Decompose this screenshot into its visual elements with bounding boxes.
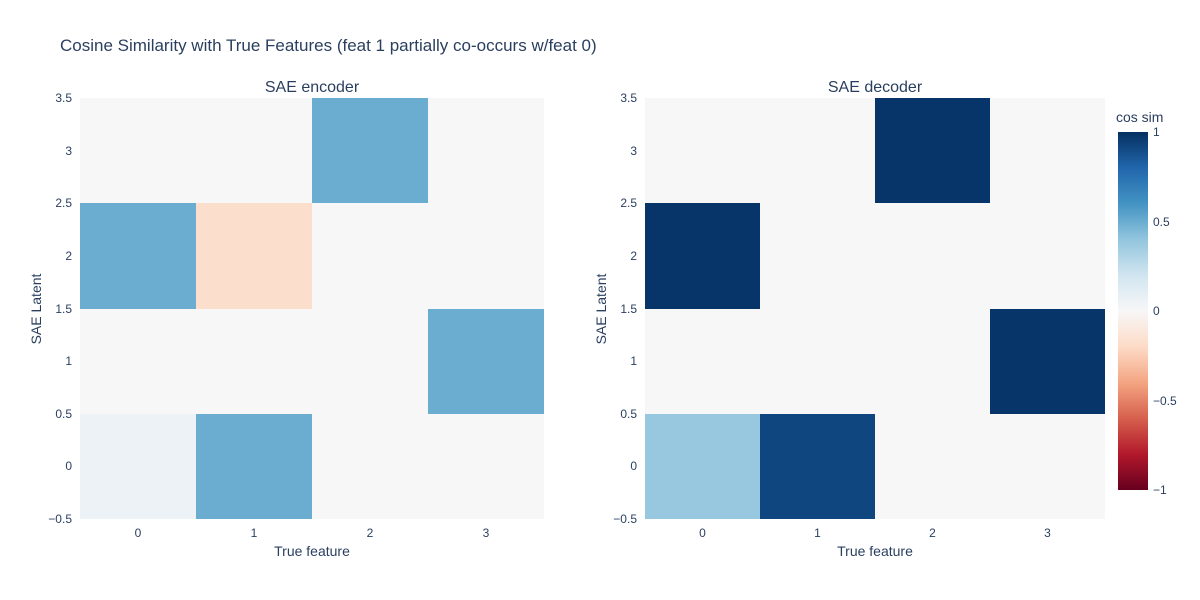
heatmap-cell-x2-y3[interactable] xyxy=(875,98,990,204)
heatmap-cell-x3-y1[interactable] xyxy=(990,308,1105,414)
heatmap-cell-x2-y1[interactable] xyxy=(312,308,428,414)
heatmap-cell-x2-y0[interactable] xyxy=(312,413,428,519)
y-tick-label: 3 xyxy=(630,143,637,158)
heatmap-cell-x3-y0[interactable] xyxy=(428,413,544,519)
heatmap-cell-x0-y1[interactable] xyxy=(645,308,760,414)
y-tick-label: 0 xyxy=(630,459,637,474)
heatmap-cell-x2-y2[interactable] xyxy=(312,203,428,309)
y-tick-label: 1.5 xyxy=(55,301,72,316)
y-tick-label: 1.5 xyxy=(620,301,637,316)
heatmap-cell-x1-y3[interactable] xyxy=(196,98,312,204)
heatmap-cell-x3-y3[interactable] xyxy=(428,98,544,204)
y-tick-label: 3.5 xyxy=(620,91,637,105)
colorbar-tick-label: −0.5 xyxy=(1153,393,1177,408)
y-tick-label: −0.5 xyxy=(613,512,637,526)
y-tick-label: 1 xyxy=(65,354,72,369)
y-tick-label: 2.5 xyxy=(55,196,72,211)
subplot-title-encoder: SAE encoder xyxy=(264,79,360,96)
heatmap-cell-x2-y3[interactable] xyxy=(312,98,428,204)
heatmap-cell-x3-y0[interactable] xyxy=(990,413,1105,519)
heatmap-cell-x2-y2[interactable] xyxy=(875,203,990,309)
heatmap-cell-x1-y2[interactable] xyxy=(196,203,312,309)
heatmap-cell-x1-y0[interactable] xyxy=(196,413,312,519)
figure-title: Cosine Similarity with True Features (fe… xyxy=(60,36,597,55)
heatmap-encoder[interactable] xyxy=(80,98,544,519)
x-axis-title-encoder: True feature xyxy=(274,543,350,559)
x-tick-label: 3 xyxy=(1044,526,1051,540)
y-tick-label: −0.5 xyxy=(48,512,72,526)
heatmap-cell-x0-y2[interactable] xyxy=(80,203,196,309)
heatmap-cell-x1-y3[interactable] xyxy=(760,98,875,204)
colorbar-tick-label: 0 xyxy=(1153,304,1160,318)
x-axis-title-decoder: True feature xyxy=(837,543,913,559)
y-tick-label: 3 xyxy=(65,143,72,158)
heatmap-decoder[interactable] xyxy=(645,98,1105,519)
x-tick-label: 2 xyxy=(366,526,374,540)
heatmap-cell-x3-y3[interactable] xyxy=(990,98,1105,204)
heatmap-cell-x0-y3[interactable] xyxy=(645,98,760,204)
heatmap-cell-x3-y2[interactable] xyxy=(428,203,544,309)
heatmap-cell-x1-y2[interactable] xyxy=(760,203,875,309)
subplot-title-decoder: SAE decoder xyxy=(827,79,923,96)
y-tick-label: 2 xyxy=(65,248,72,263)
y-tick-label: 3.5 xyxy=(55,91,72,105)
heatmap-cell-x0-y0[interactable] xyxy=(80,413,196,519)
colorbar-tick-label: −1 xyxy=(1153,483,1167,497)
heatmap-cell-x3-y1[interactable] xyxy=(428,308,544,414)
colorbar-title: cos sim xyxy=(1116,109,1164,125)
heatmap-cell-x2-y1[interactable] xyxy=(875,308,990,414)
x-tick-label: 0 xyxy=(134,526,142,540)
heatmap-cell-x0-y2[interactable] xyxy=(645,203,760,309)
y-tick-label: 1 xyxy=(630,354,637,369)
y-tick-label: 0 xyxy=(65,459,72,474)
x-tick-label: 3 xyxy=(482,526,490,540)
x-tick-label: 0 xyxy=(699,526,706,540)
x-tick-label: 2 xyxy=(929,526,936,540)
y-tick-label: 0.5 xyxy=(55,406,72,421)
colorbar-gradient xyxy=(1118,132,1148,490)
heatmap-cell-x1-y0[interactable] xyxy=(760,413,875,519)
heatmap-cell-x3-y2[interactable] xyxy=(990,203,1105,309)
x-tick-label: 1 xyxy=(814,526,821,540)
y-tick-label: 2.5 xyxy=(620,196,637,211)
heatmap-cell-x1-y1[interactable] xyxy=(760,308,875,414)
x-tick-label: 1 xyxy=(250,526,258,540)
y-tick-label: 2 xyxy=(630,248,637,263)
heatmap-cell-x0-y3[interactable] xyxy=(80,98,196,204)
heatmap-cell-x0-y0[interactable] xyxy=(645,413,760,519)
colorbar-tick-label: 0.5 xyxy=(1153,214,1170,229)
heatmap-cell-x2-y0[interactable] xyxy=(875,413,990,519)
heatmap-cell-x1-y1[interactable] xyxy=(196,308,312,414)
y-tick-label: 0.5 xyxy=(620,406,637,421)
heatmap-cell-x0-y1[interactable] xyxy=(80,308,196,414)
colorbar-tick-label: 1 xyxy=(1153,125,1160,139)
